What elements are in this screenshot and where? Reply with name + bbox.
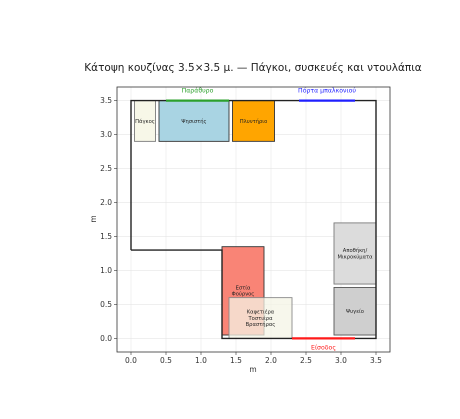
item-label-coffee-station: Καφετιέρα Τοστιέρα Βραστήρας bbox=[246, 309, 276, 328]
y-tick-label: 0.0 bbox=[100, 334, 112, 343]
item-label-counter: Πάγκος bbox=[135, 118, 155, 125]
y-tick-label: 0.5 bbox=[100, 300, 112, 309]
walls-outline bbox=[130, 99, 377, 340]
item-rect-sink bbox=[232, 100, 275, 142]
axes-frame bbox=[116, 86, 391, 353]
item-fridge: Ψυγείο bbox=[333, 286, 377, 336]
x-tick-label: 3.5 bbox=[370, 356, 382, 365]
item-hob: Ψησιστής bbox=[158, 100, 230, 142]
openings: Παράθυρο Πόρτα μπαλκονιού Είσοδος bbox=[166, 87, 356, 351]
item-label-pantry: Αποθήκη/Μικροκύματα bbox=[337, 247, 373, 260]
opening-balcony-door: Πόρτα μπαλκονιού bbox=[298, 87, 356, 102]
opening-entrance: Είσοδος bbox=[292, 337, 355, 351]
opening-label-balcony-door: Πόρτα μπαλκονιού bbox=[298, 87, 356, 95]
x-tick-label: 1.5 bbox=[230, 356, 242, 365]
grid bbox=[117, 87, 390, 352]
x-tick-label: 0.0 bbox=[125, 356, 137, 365]
item-sink: Πλυντήριο bbox=[232, 100, 275, 142]
item-rect-hob bbox=[158, 100, 230, 142]
item-rect-coffee-station bbox=[228, 297, 293, 339]
y-tick-label: 3.5 bbox=[100, 96, 112, 105]
x-axis-label: m bbox=[249, 365, 256, 374]
y-tick-label: 3.0 bbox=[100, 130, 112, 139]
opening-window: Παράθυρο bbox=[166, 87, 229, 102]
x-tick-label: 3.0 bbox=[335, 356, 347, 365]
opening-label-entrance: Είσοδος bbox=[311, 343, 336, 351]
item-counter: Πάγκος bbox=[134, 100, 156, 142]
y-tick-label: 2.5 bbox=[100, 164, 112, 173]
y-tick-label: 1.0 bbox=[100, 266, 112, 275]
x-tick-labels: 0.0 0.5 1.0 1.5 2.0 2.5 3.0 3.5 bbox=[125, 352, 382, 365]
y-axis-label: m bbox=[89, 215, 98, 222]
item-label-island: Εστία Φούρνος bbox=[232, 285, 255, 298]
plan-title: Κάτοψη κουζίνας 3.5×3.5 μ. — Πάγκοι, συσ… bbox=[84, 62, 422, 74]
opening-label-window: Παράθυρο bbox=[182, 87, 214, 95]
item-label-hob: Ψησιστής bbox=[181, 118, 206, 125]
item-label-sink: Πλυντήριο bbox=[240, 118, 268, 125]
item-coffee-station: Καφετιέρα Τοστιέρα Βραστήρας bbox=[228, 297, 293, 339]
y-tick-labels: 0.0 0.5 1.0 1.5 2.0 2.5 3.0 3.5 bbox=[100, 96, 117, 343]
kitchen-items: Πάγκος Ψησιστής Πλυντήριο Εστία Φούρνος Καφετ… bbox=[134, 100, 377, 339]
x-tick-label: 0.5 bbox=[160, 356, 172, 365]
x-tick-label: 2.0 bbox=[265, 356, 277, 365]
item-pantry: Αποθήκη/Μικροκύματα bbox=[333, 222, 377, 285]
item-label-fridge: Ψυγείο bbox=[346, 308, 364, 315]
item-rect-pantry bbox=[333, 222, 377, 285]
y-tick-label: 1.5 bbox=[100, 232, 112, 241]
x-tick-label: 2.5 bbox=[300, 356, 312, 365]
y-tick-label: 2.0 bbox=[100, 198, 112, 207]
x-tick-label: 1.0 bbox=[195, 356, 207, 365]
